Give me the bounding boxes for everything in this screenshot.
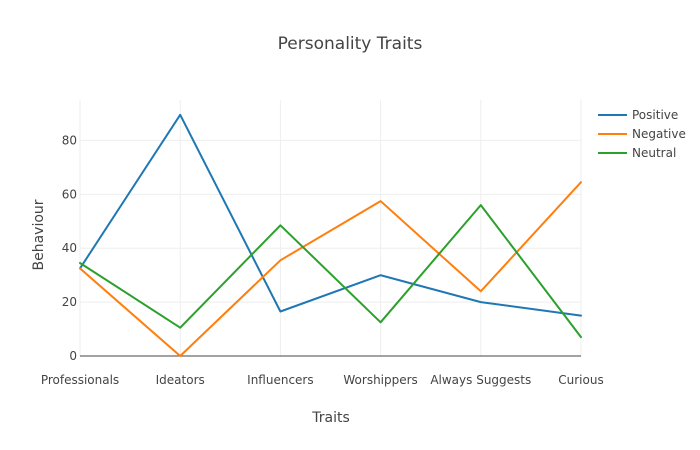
series-layer <box>79 113 582 357</box>
legend-label: Positive <box>632 108 678 122</box>
x-tick-label: Professionals <box>41 373 119 387</box>
series-line-positive <box>79 113 582 317</box>
grid-layer <box>79 100 582 356</box>
legend-item-neutral[interactable]: Neutral <box>598 146 676 160</box>
x-tick-label: Ideators <box>156 373 205 387</box>
y-tick-label: 40 <box>62 241 77 255</box>
x-tick-label: Curious <box>558 373 603 387</box>
y-tick-label: 60 <box>62 187 77 201</box>
y-tick-label: 20 <box>62 295 77 309</box>
x-axis-title: Traits <box>311 410 350 426</box>
legend-item-negative[interactable]: Negative <box>598 127 686 141</box>
series-line-neutral <box>79 204 582 339</box>
y-tick-label: 0 <box>69 349 77 363</box>
x-tick-label: Worshippers <box>343 373 417 387</box>
legend: Positive Negative Neutral <box>598 108 686 160</box>
y-tick-label: 80 <box>62 133 77 147</box>
legend-label: Neutral <box>632 146 676 160</box>
x-tick-label: Always Suggests <box>430 373 531 387</box>
axis-layer: 0 20 40 60 80 Professionals Ideators Influencer… <box>41 133 604 387</box>
x-tick-label: Influencers <box>247 373 313 387</box>
chart-title: Personality Traits <box>278 34 423 54</box>
series-line-negative <box>79 181 582 357</box>
legend-label: Negative <box>632 127 686 141</box>
legend-item-positive[interactable]: Positive <box>598 108 678 122</box>
y-axis-title: Behaviour <box>31 199 47 270</box>
